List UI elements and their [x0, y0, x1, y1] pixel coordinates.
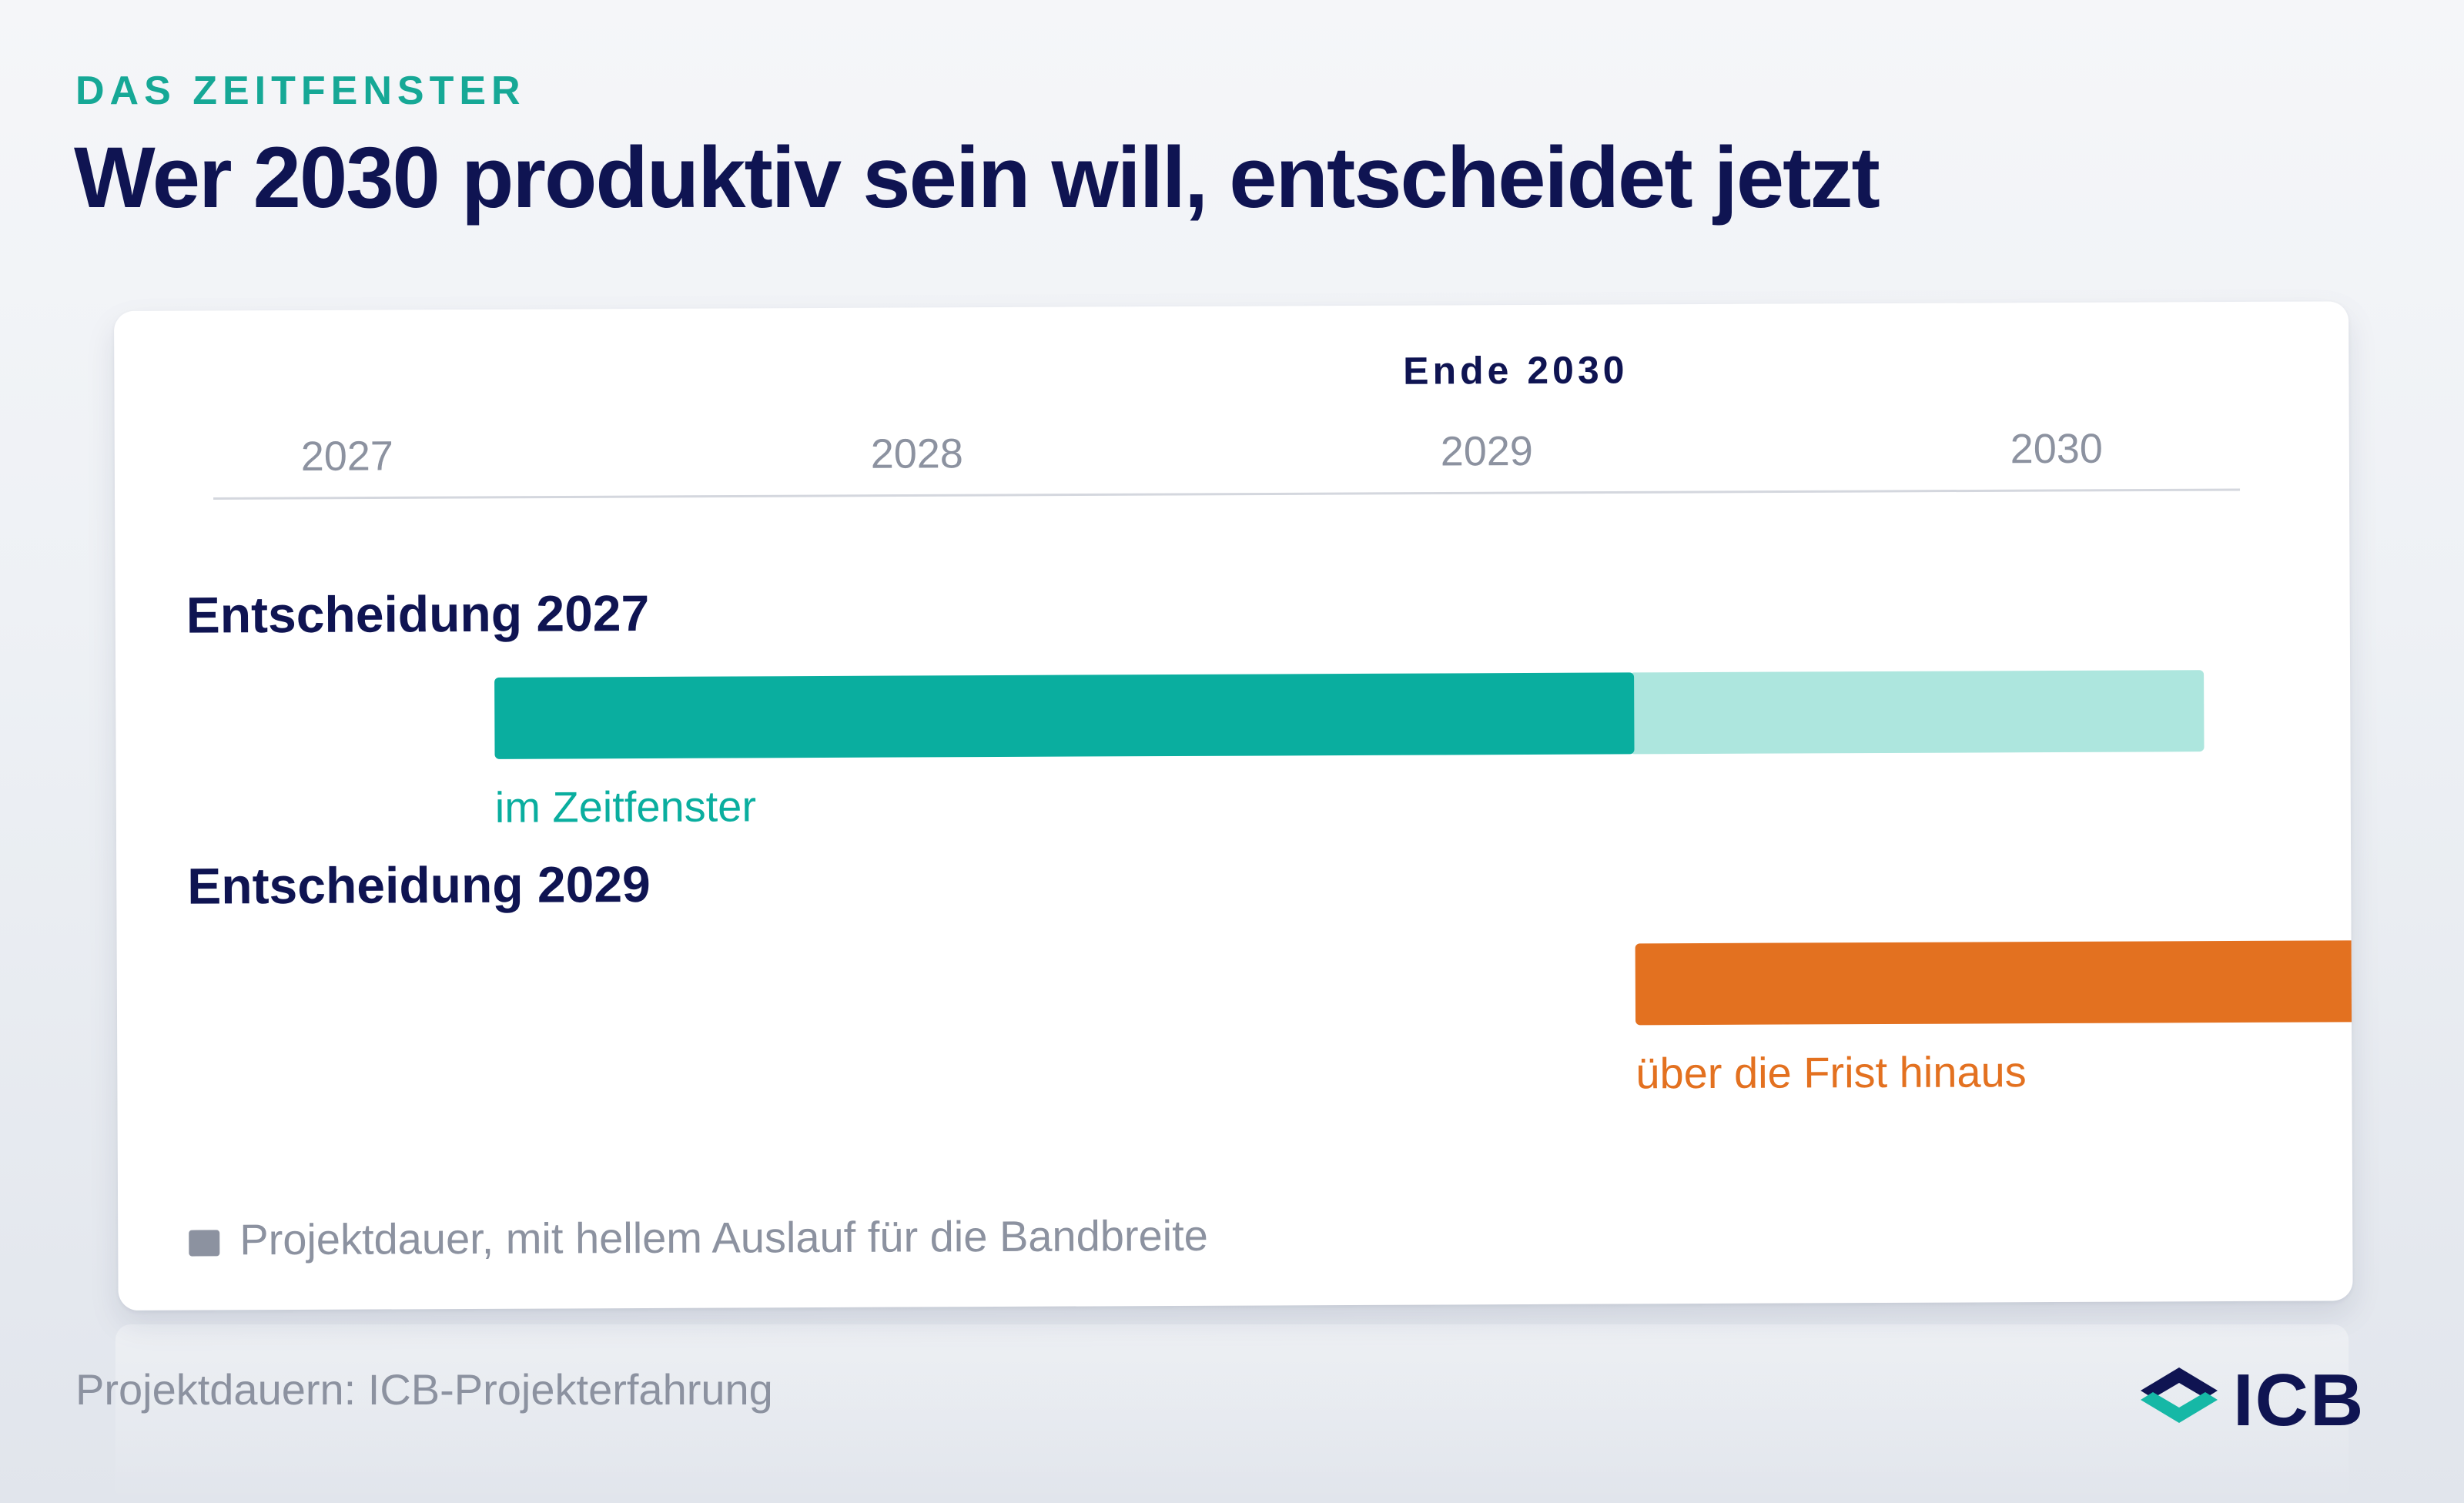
- year-tick-label: 2030: [2010, 426, 2103, 473]
- range-bar: [1629, 670, 2205, 755]
- card-reflection: [116, 1324, 2348, 1503]
- core-bar: [1635, 938, 2353, 1026]
- source-note: Projektdauern: ICB-Projekterfahrung: [75, 1365, 773, 1414]
- row-note: über die Frist hinaus: [1635, 1047, 2027, 1097]
- year-tick-label: 2028: [871, 430, 963, 477]
- icb-logo-text: ICB: [2233, 1359, 2365, 1441]
- timeline-rows: Entscheidung 2027 im Zeitfenster Entscheid…: [186, 584, 2353, 1097]
- year-tick-label: 2027: [301, 433, 393, 480]
- legend-label: Projektdauer, mit hellem Auslauf für die…: [239, 1211, 1208, 1264]
- timeline-card: Ende 2030 2026202720282029203020312032 E…: [114, 301, 2353, 1311]
- core-bar: [494, 672, 1635, 759]
- row-label: Entscheidung 2029: [187, 855, 651, 915]
- row-note: im Zeitfenster: [495, 782, 756, 831]
- legend-swatch: [189, 1230, 220, 1257]
- year-tick-label: 2029: [1441, 428, 1533, 475]
- icb-logo: ICB: [2134, 1354, 2396, 1441]
- axis-line: [213, 488, 2241, 500]
- row-label: Entscheidung 2027: [186, 584, 650, 644]
- eyebrow-label: DAS ZEITFENSTER: [75, 69, 526, 113]
- page-title: Wer 2030 produktiv sein will, entscheide…: [74, 129, 1880, 226]
- timeline-chart: Ende 2030 2026202720282029203020312032 E…: [186, 348, 2353, 1264]
- icb-logo-icon: [2141, 1367, 2218, 1423]
- year-axis: 2026202720282029203020312032: [301, 426, 2103, 480]
- deadline-label: Ende 2030: [1403, 348, 1629, 392]
